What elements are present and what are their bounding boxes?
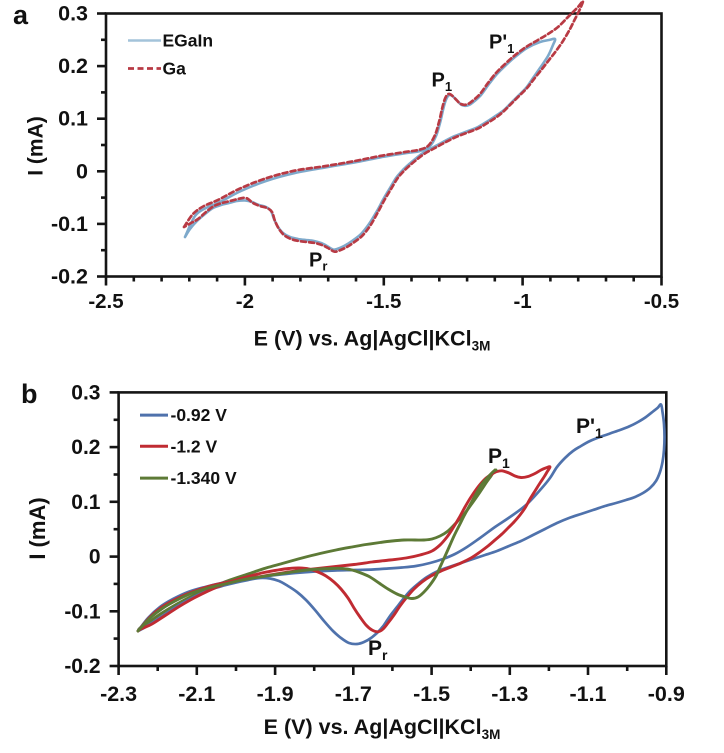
svg-text:-1.5: -1.5 (413, 682, 450, 706)
svg-text:-2.3: -2.3 (100, 682, 137, 706)
svg-text:0.2: 0.2 (71, 436, 100, 459)
svg-text:-2.1: -2.1 (178, 682, 215, 706)
svg-text:0.1: 0.1 (58, 107, 88, 131)
svg-text:-1: -1 (513, 290, 531, 313)
svg-text:-1.340 V: -1.340 V (171, 468, 237, 488)
svg-text:0: 0 (89, 546, 101, 569)
svg-text:-1.9: -1.9 (257, 682, 294, 706)
svg-text:E (V) vs. Ag|AgCl|KCl3M: E (V) vs. Ag|AgCl|KCl3M (254, 327, 491, 354)
svg-text:-2.5: -2.5 (88, 290, 123, 313)
svg-text:-1.1: -1.1 (569, 682, 606, 706)
svg-text:0.1: 0.1 (71, 491, 101, 514)
svg-text:0.3: 0.3 (58, 2, 88, 26)
svg-text:I (mA): I (mA) (25, 497, 50, 559)
svg-text:-0.2: -0.2 (64, 655, 100, 678)
svg-text:-1.7: -1.7 (335, 682, 372, 706)
svg-text:b: b (21, 379, 38, 409)
svg-text:-1.2 V: -1.2 V (171, 436, 218, 456)
svg-text:0.2: 0.2 (58, 54, 88, 78)
svg-text:-0.9: -0.9 (648, 682, 685, 706)
svg-text:-2: -2 (236, 290, 254, 313)
svg-text:-1.5: -1.5 (366, 290, 401, 313)
svg-text:-0.1: -0.1 (51, 212, 88, 236)
svg-text:-0.1: -0.1 (64, 600, 101, 623)
svg-text:-0.5: -0.5 (644, 290, 679, 313)
svg-text:-0.92 V: -0.92 V (171, 405, 228, 425)
svg-text:0: 0 (76, 159, 88, 183)
svg-text:EGaIn: EGaIn (163, 31, 214, 51)
svg-text:-0.2: -0.2 (51, 265, 88, 289)
svg-text:a: a (13, 0, 29, 30)
svg-text:I (mA): I (mA) (25, 116, 48, 176)
svg-text:E (V) vs. Ag|AgCl|KCl3M: E (V) vs. Ag|AgCl|KCl3M (264, 715, 501, 742)
svg-text:0.3: 0.3 (71, 381, 100, 404)
svg-text:Ga: Ga (163, 59, 187, 79)
svg-text:-1.3: -1.3 (491, 682, 528, 706)
